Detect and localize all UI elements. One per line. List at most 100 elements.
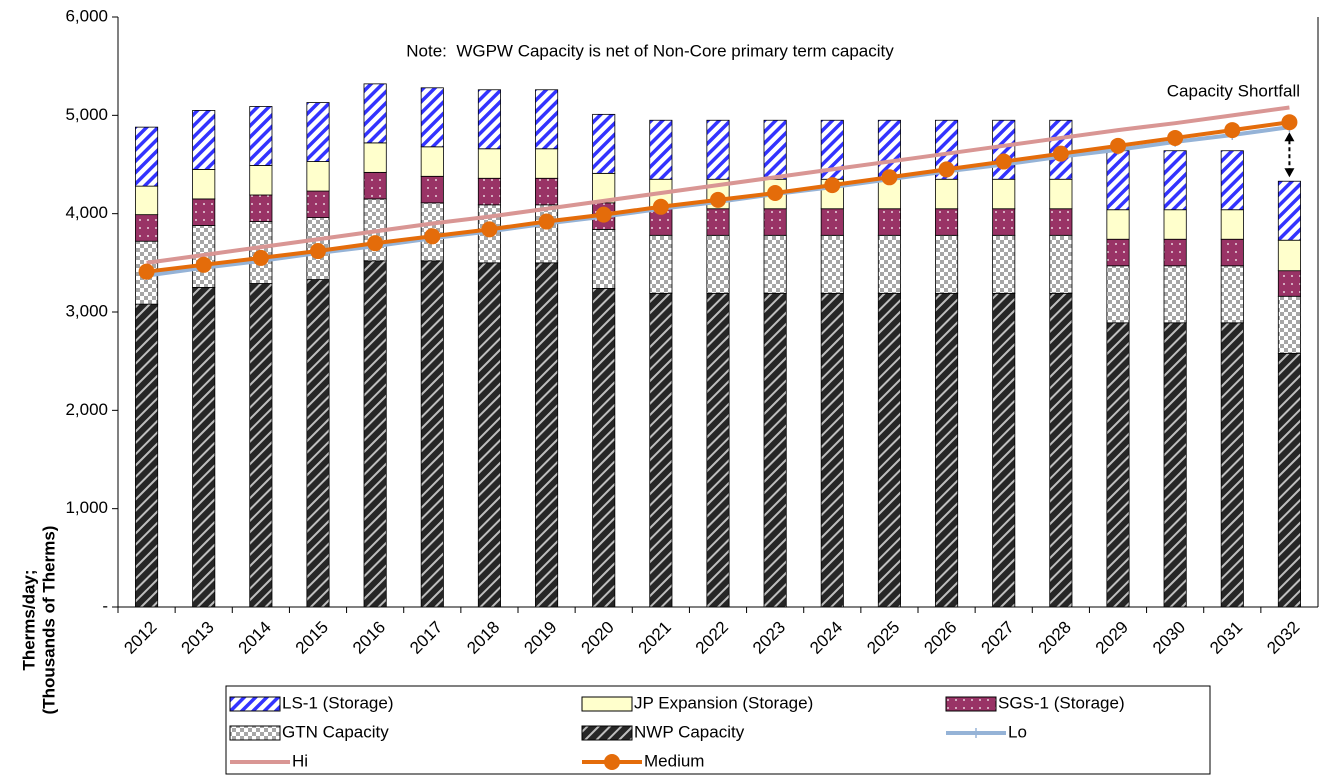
bar-segment (477, 148, 501, 179)
bar-segment (420, 146, 444, 177)
line-marker (1167, 129, 1184, 146)
x-tick-label: 2022 (692, 618, 732, 658)
x-tick-label: 2026 (920, 618, 960, 658)
bar-segment (935, 208, 959, 236)
line-marker (310, 243, 326, 260)
line-marker (767, 185, 784, 202)
bar-segment (820, 292, 844, 608)
bar-segment (306, 279, 330, 608)
bar-segment (992, 292, 1016, 608)
bar-segment (763, 119, 787, 180)
line-marker (938, 161, 955, 178)
bar-segment (306, 102, 330, 162)
line-marker (824, 177, 841, 194)
bar-segment (420, 87, 444, 148)
x-tick-label: 2018 (463, 618, 503, 658)
line-marker (995, 153, 1012, 170)
line-marker (481, 221, 498, 238)
bar-segment (477, 89, 501, 150)
bar-segment (535, 148, 559, 179)
line-marker (595, 206, 612, 223)
arrow-head (1284, 132, 1295, 142)
bar-segment (135, 185, 159, 216)
bar-segment (363, 171, 387, 200)
bar-segment (1049, 292, 1073, 608)
x-tick-label: 2015 (292, 618, 332, 658)
bar-segment (706, 292, 730, 608)
bar-segment (535, 262, 559, 608)
y-tick-label: 1,000 (65, 498, 108, 517)
bar-segment (935, 234, 959, 294)
bar-segment (1163, 265, 1187, 324)
bar-segment (992, 234, 1016, 294)
legend-key-marker (604, 754, 620, 770)
legend-label: GTN Capacity (282, 722, 389, 741)
x-tick-label: 2028 (1035, 618, 1075, 658)
legend-label: Hi (292, 751, 308, 770)
bar-segment (649, 234, 673, 294)
bar-segment (1220, 265, 1244, 324)
bar-segment (1106, 322, 1130, 608)
bar-segment (363, 142, 387, 173)
bar-segment (535, 177, 559, 206)
line-marker (1110, 137, 1126, 154)
bar-segment (592, 287, 616, 608)
line-marker (1052, 145, 1069, 162)
bar-segment (1220, 150, 1244, 211)
bar-segment (192, 198, 216, 226)
legend-label: SGS-1 (Storage) (998, 693, 1125, 712)
bar-segment (535, 204, 559, 264)
bar-segment (420, 175, 444, 204)
bar-segment (992, 119, 1016, 180)
bar-segment (877, 234, 901, 294)
x-tick-label: 2029 (1092, 618, 1132, 658)
x-tick-label: 2023 (749, 618, 789, 658)
bar-segment (135, 126, 159, 187)
x-tick-label: 2014 (235, 618, 275, 658)
bar-segment (1049, 178, 1073, 210)
bar-segment (1220, 322, 1244, 608)
x-tick-label: 2017 (406, 618, 446, 658)
bar-segment (420, 260, 444, 608)
bar-segment (477, 262, 501, 608)
bar-segment (820, 208, 844, 236)
bar-segment (706, 208, 730, 236)
legend-label: Medium (644, 751, 704, 770)
bar-segment (592, 228, 616, 289)
bar-segment (1106, 265, 1130, 324)
bar-segment (706, 119, 730, 180)
legend-key (581, 696, 633, 712)
bar-segment (1220, 238, 1244, 267)
bar-segment (877, 208, 901, 236)
legend-label: LS-1 (Storage) (282, 693, 394, 712)
y-tick-label: 2,000 (65, 400, 108, 419)
bar-segment (249, 106, 273, 166)
x-tick-label: 2031 (1206, 618, 1246, 658)
y-tick-label: - (102, 596, 108, 615)
bar-segment (877, 292, 901, 608)
bar-segment (135, 214, 159, 242)
x-tick-label: 2021 (635, 618, 675, 658)
y-axis-label: (Thousands of Therms) (39, 526, 58, 715)
x-tick-label: 2016 (349, 618, 389, 658)
bar-segment (192, 287, 216, 608)
bar-segment (649, 119, 673, 180)
bar-segment (1163, 209, 1187, 240)
bar-segment (1163, 150, 1187, 211)
y-axis-label: Therms/day; (19, 569, 38, 670)
x-tick-label: 2019 (520, 618, 560, 658)
bar-segment (1277, 239, 1301, 272)
bar-segment (649, 292, 673, 608)
line-series (146, 105, 1290, 265)
bar-segment (992, 208, 1016, 236)
bar-segment (706, 234, 730, 294)
legend-key (229, 725, 281, 741)
bar-segment (1163, 238, 1187, 267)
arrow-head (1284, 168, 1295, 178)
y-tick-label: 5,000 (65, 105, 108, 124)
bar-segment (192, 110, 216, 170)
bar-segment (135, 303, 159, 608)
y-tick-label: 6,000 (65, 6, 108, 25)
bar-segment (763, 292, 787, 608)
